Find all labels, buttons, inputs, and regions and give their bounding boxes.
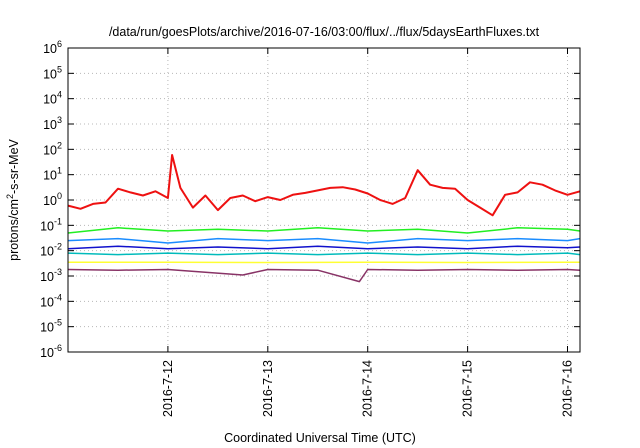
series-line (67, 227, 581, 234)
x-tick-label: 2016-7-15 (461, 360, 475, 417)
series-line (67, 154, 581, 217)
y-tick-label: 105 (43, 64, 62, 81)
y-tick-labels: 10-6 10-5 10-4 10-3 10-2 10-1 100 101 102 103 104 1… (40, 39, 62, 360)
y-tick-label: 104 (43, 90, 62, 107)
chart-title: /data/run/goesPlots/archive/2016-07-16/0… (109, 25, 540, 39)
series-line (67, 245, 581, 250)
y-tick-label: 100 (43, 191, 62, 208)
y-tick-label: 106 (43, 39, 62, 56)
x-tick-label: 2016-7-16 (561, 360, 575, 417)
y-tick-label: 10-1 (40, 216, 62, 233)
x-axis-label: Coordinated Universal Time (UTC) (224, 431, 416, 445)
series-lines (67, 154, 581, 283)
axis-ticks (68, 47, 580, 353)
x-tick-labels: 2016-7-12 2016-7-13 2016-7-14 2016-7-15 2016… (161, 360, 575, 417)
y-tick-label: 10-4 (40, 292, 62, 309)
y-tick-label: 101 (43, 166, 62, 183)
x-tick-label: 2016-7-13 (261, 360, 275, 417)
series-line (67, 268, 581, 283)
y-tick-label: 10-3 (40, 267, 62, 284)
x-tick-label: 2016-7-14 (361, 360, 375, 417)
y-axis-label: protons/cm2-s-sr-MeV (5, 138, 21, 260)
y-tick-label: 102 (43, 140, 62, 157)
x-tick-label: 2016-7-12 (161, 360, 175, 417)
y-tick-label: 10-5 (40, 318, 62, 335)
y-tick-label: 103 (43, 115, 62, 132)
series-line (67, 252, 581, 256)
y-tick-label: 10-6 (40, 343, 62, 360)
y-tick-label: 10-2 (40, 242, 62, 259)
grid-lines (68, 48, 580, 352)
series-line (67, 237, 581, 244)
